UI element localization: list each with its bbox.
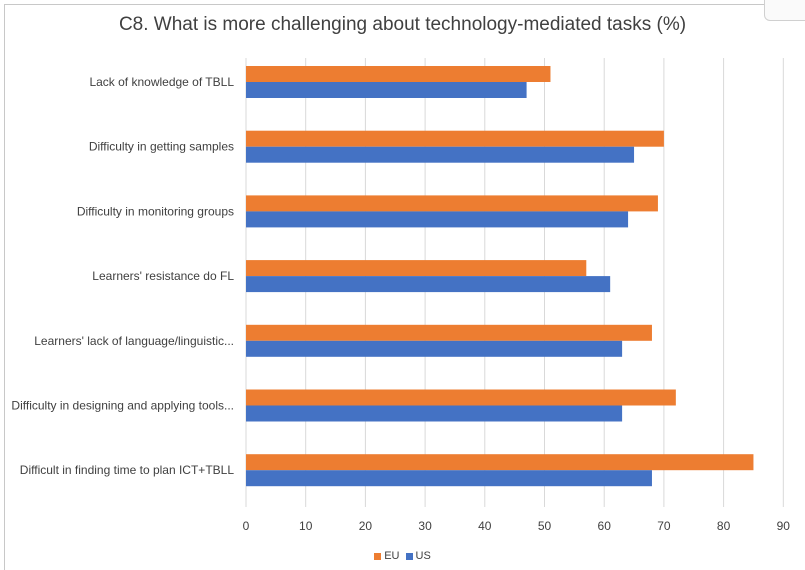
bar-us-2 xyxy=(246,211,629,228)
category-label-5: Difficulty in designing and applying too… xyxy=(11,399,234,413)
window-corner-tab[interactable] xyxy=(764,0,805,21)
legend: EU US xyxy=(0,550,805,562)
bar-us-5 xyxy=(246,405,623,422)
x-tick-label-10: 10 xyxy=(299,519,313,533)
bar-eu-3 xyxy=(246,260,587,277)
bar-us-4 xyxy=(246,340,623,357)
bar-us-6 xyxy=(246,470,652,487)
x-tick-label-70: 70 xyxy=(657,519,671,533)
x-tick-label-90: 90 xyxy=(777,519,791,533)
bar-us-3 xyxy=(246,276,611,293)
x-tick-label-0: 0 xyxy=(243,519,250,533)
x-tick-label-50: 50 xyxy=(538,519,552,533)
legend-item-eu: EU xyxy=(374,550,400,562)
x-tick-label-80: 80 xyxy=(717,519,731,533)
legend-label-us: US xyxy=(415,550,431,562)
category-label-3: Learners' resistance do FL xyxy=(92,269,234,283)
bar-eu-1 xyxy=(246,130,664,147)
category-label-2: Difficulty in monitoring groups xyxy=(77,204,234,218)
bar-eu-5 xyxy=(246,389,676,406)
chart-title: C8. What is more challenging about techn… xyxy=(118,14,687,35)
legend-swatch-us xyxy=(405,552,413,560)
category-label-4: Learners' lack of language/linguistic... xyxy=(34,334,234,348)
legend-label-eu: EU xyxy=(384,550,400,562)
legend-swatch-eu xyxy=(374,552,382,560)
bar-eu-0 xyxy=(246,66,551,82)
category-label-0: Lack of knowledge of TBLL xyxy=(89,75,234,89)
legend-item-us: US xyxy=(405,550,431,562)
x-tick-label-60: 60 xyxy=(598,519,612,533)
category-label-6: Difficult in finding time to plan ICT+TB… xyxy=(20,463,235,477)
bar-eu-2 xyxy=(246,195,658,212)
x-tick-label-20: 20 xyxy=(359,519,373,533)
bar-us-1 xyxy=(246,146,635,163)
bar-eu-4 xyxy=(246,324,652,341)
x-tick-label-40: 40 xyxy=(478,519,492,533)
bar-eu-6 xyxy=(246,454,754,471)
category-label-1: Difficulty in getting samples xyxy=(89,140,234,154)
bar-us-0 xyxy=(246,82,527,98)
x-tick-label-30: 30 xyxy=(418,519,432,533)
